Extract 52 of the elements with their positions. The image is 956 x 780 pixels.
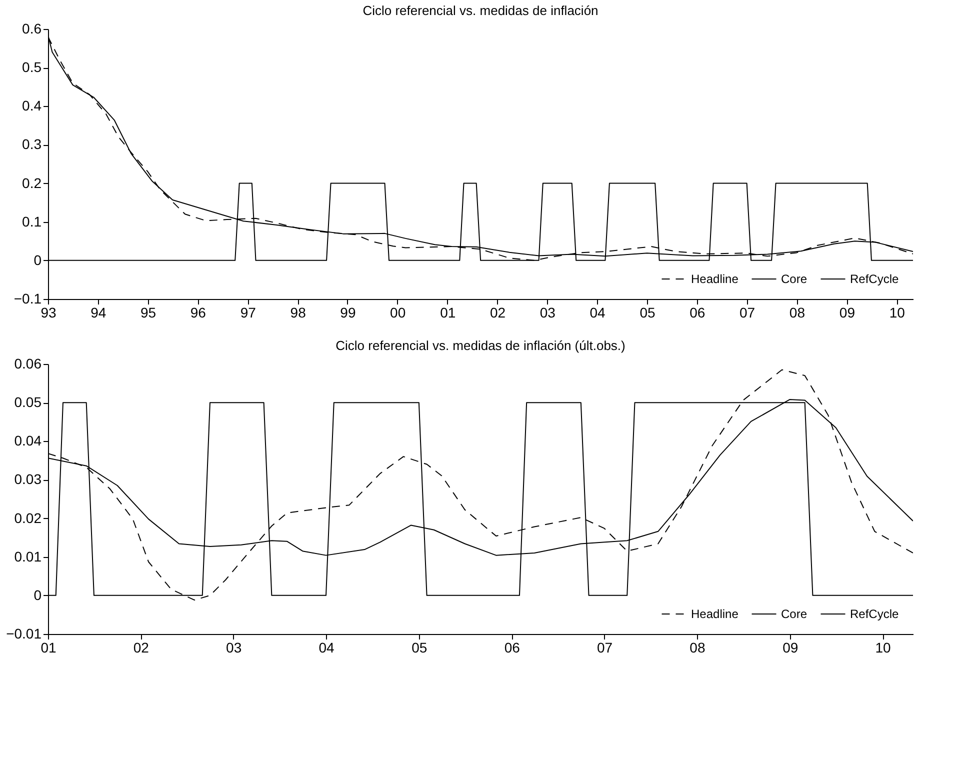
x-tick-label: 10 bbox=[889, 304, 906, 320]
x-tick-label: 04 bbox=[590, 304, 606, 320]
y-tick-label: 0.04 bbox=[14, 432, 42, 449]
x-tick-label: 06 bbox=[504, 640, 520, 656]
x-tick-label: 96 bbox=[190, 304, 206, 320]
legend-label: Core bbox=[781, 272, 808, 286]
x-tick-label: 01 bbox=[40, 640, 56, 656]
y-tick-label: 0.05 bbox=[14, 394, 42, 410]
x-tick-label: 09 bbox=[839, 304, 856, 320]
y-tick-label: 0.1 bbox=[22, 213, 42, 230]
y-tick-label: 0.6 bbox=[22, 20, 42, 36]
y-tick-label: 0.4 bbox=[22, 98, 42, 114]
x-tick-label: 01 bbox=[440, 304, 456, 320]
x-tick-label: 08 bbox=[690, 640, 706, 656]
x-tick-label: 03 bbox=[226, 640, 242, 656]
y-tick-label: 0 bbox=[34, 252, 42, 268]
x-tick-label: 09 bbox=[782, 640, 798, 656]
x-tick-label: 02 bbox=[133, 640, 150, 656]
legend-label: Core bbox=[781, 607, 808, 621]
x-tick-label: 10 bbox=[875, 640, 892, 656]
chart-title: Ciclo referencial vs. medidas de inflación bbox=[362, 3, 598, 18]
y-tick-label: 0.3 bbox=[22, 136, 42, 152]
x-tick-label: 04 bbox=[318, 640, 335, 656]
x-tick-label: 99 bbox=[340, 304, 356, 320]
x-tick-label: 08 bbox=[789, 304, 806, 320]
x-tick-label: 05 bbox=[640, 304, 656, 320]
legend-label: RefCycle bbox=[850, 272, 900, 286]
y-tick-label: −0.1 bbox=[14, 290, 42, 306]
x-tick-label: 06 bbox=[690, 304, 706, 320]
x-tick-label: 02 bbox=[490, 304, 506, 320]
y-tick-label: 0.02 bbox=[14, 510, 42, 526]
x-tick-label: 03 bbox=[540, 304, 556, 320]
y-tick-label: 0.5 bbox=[22, 59, 42, 76]
chart-title: Ciclo referencial vs. medidas de inflación (últ.obs.) bbox=[336, 338, 626, 353]
y-tick-label: 0 bbox=[34, 586, 42, 603]
y-tick-label: 0.06 bbox=[14, 356, 42, 372]
x-tick-label: 07 bbox=[596, 640, 613, 656]
x-tick-label: 97 bbox=[240, 304, 256, 320]
x-tick-label: 05 bbox=[412, 640, 428, 656]
x-tick-label: 00 bbox=[390, 304, 406, 320]
x-tick-label: 93 bbox=[40, 304, 56, 320]
legend-label: RefCycle bbox=[850, 607, 900, 621]
y-tick-label: −0.01 bbox=[6, 626, 42, 642]
y-tick-label: 0.03 bbox=[14, 471, 42, 488]
x-tick-label: 98 bbox=[290, 304, 306, 320]
legend-label: Headline bbox=[691, 607, 739, 621]
y-tick-label: 0.01 bbox=[14, 548, 42, 564]
x-tick-label: 94 bbox=[90, 304, 106, 320]
y-tick-label: 0.2 bbox=[22, 174, 42, 191]
x-tick-label: 95 bbox=[140, 304, 156, 320]
legend-label: Headline bbox=[691, 272, 739, 286]
x-tick-label: 07 bbox=[740, 304, 756, 320]
